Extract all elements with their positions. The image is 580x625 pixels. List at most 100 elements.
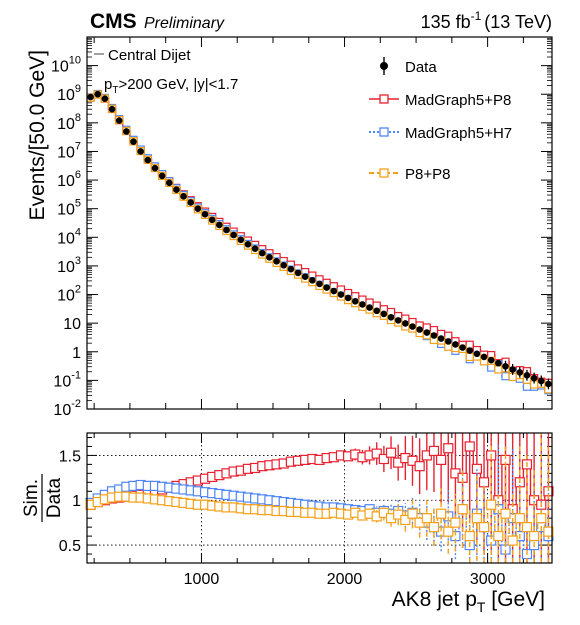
data-point	[380, 310, 388, 318]
data-point	[216, 221, 223, 229]
main-y-tick-label: 10-2	[53, 398, 81, 419]
main-y-tick-label: 1010	[51, 55, 81, 76]
legend-item-data: Data	[380, 57, 437, 76]
main-y-tick-label-exp: 9	[75, 83, 81, 95]
ratio-marker	[450, 517, 461, 528]
ratio-marker	[521, 522, 533, 533]
x-axis-label-unit: [GeV]	[485, 588, 545, 611]
ratio-marker	[400, 514, 411, 526]
ratio-x-tick-label: 1000	[184, 571, 220, 588]
data-point	[351, 298, 359, 305]
data-point	[480, 353, 488, 361]
lumi-exponent: -1	[471, 9, 482, 23]
data-point	[509, 366, 516, 373]
main-y-tick-label: 108	[57, 112, 81, 133]
preliminary-label: Preliminary	[144, 15, 225, 32]
legend-item-p8p8: P8+P8	[369, 166, 450, 183]
ratio-marker	[471, 463, 482, 474]
ratio-marker	[407, 455, 418, 466]
main-y-tick-label-base: 10	[53, 373, 71, 390]
main-sim-marker	[522, 382, 532, 391]
ratio-marker	[378, 453, 389, 465]
ratio-marker	[543, 526, 554, 537]
data-point	[287, 265, 295, 273]
main-y-tick-label: 107	[57, 140, 81, 161]
lumi-energy: (13 TeV)	[484, 12, 552, 32]
ratio-y-tick-label: 0.5	[59, 538, 81, 555]
data-point	[123, 128, 130, 135]
data-point	[251, 245, 259, 252]
data-point	[330, 287, 338, 295]
main-y-tick-label: 102	[57, 284, 81, 305]
data-point	[273, 258, 280, 265]
main-plot-frame	[86, 36, 553, 410]
ratio-marker	[443, 443, 454, 454]
data-point	[373, 307, 381, 315]
luminosity-label: 135 fb-1 (13 TeV)	[421, 9, 552, 32]
data-point	[208, 216, 216, 224]
ratio-marker	[464, 441, 475, 452]
data-point	[101, 95, 109, 102]
data-point	[94, 90, 102, 98]
data-point	[366, 304, 373, 311]
main-y-tick-label: 105	[57, 198, 81, 219]
data-point	[502, 363, 509, 370]
main-sim-marker	[501, 372, 510, 381]
data-point	[151, 164, 159, 172]
ratio-x-tick-label: 2000	[327, 571, 363, 588]
main-sim-marker	[465, 340, 474, 349]
main-y-tick-label-exp: 7	[75, 140, 81, 152]
ratio-marker	[478, 522, 490, 533]
data-point	[173, 186, 180, 194]
ratio-marker	[478, 477, 490, 488]
main-y-axis-label: Events/[50.0 GeV]	[26, 50, 49, 220]
ratio-y-tick-label: 1.5	[59, 448, 81, 465]
ratio-marker	[393, 509, 404, 520]
data-point	[437, 335, 445, 342]
ratio-marker	[500, 508, 511, 519]
main-y-tick-label-base: 10	[57, 259, 75, 276]
ratio-marker	[443, 526, 454, 537]
data-point	[545, 380, 552, 388]
ratio-y-label-denominator: Data	[44, 478, 65, 519]
data-point	[359, 301, 366, 308]
main-series-layer	[86, 89, 553, 395]
main-y-tick-label: 103	[57, 255, 81, 276]
lumi-value: 135 fb	[421, 12, 471, 32]
data-point	[137, 148, 144, 155]
ratio-marker	[421, 513, 432, 524]
data-point	[301, 273, 309, 281]
data-point	[409, 323, 416, 330]
ratio-series-layer	[85, 433, 554, 563]
data-point	[444, 338, 452, 345]
data-point	[394, 317, 402, 324]
ratio-marker	[378, 507, 389, 518]
ratio-series-p8-p8	[85, 433, 554, 563]
data-point	[487, 356, 495, 364]
ratio-marker	[407, 508, 418, 519]
ratio-marker	[385, 447, 397, 458]
ratio-marker	[428, 445, 440, 457]
data-point	[280, 262, 288, 269]
main-y-tick-label-exp: 5	[75, 198, 81, 210]
ratio-plot-frame	[86, 432, 553, 564]
data-point	[430, 332, 438, 339]
ratio-marker	[464, 531, 475, 542]
x-axis-label-main: AK8 jet p	[392, 588, 477, 611]
x-axis-label: AK8 jet pT [GeV]	[392, 588, 545, 615]
data-point	[459, 344, 466, 351]
data-point	[337, 291, 345, 298]
data-point	[194, 205, 202, 212]
data-point	[237, 236, 245, 244]
ratio-marker	[507, 535, 518, 546]
data-point	[294, 269, 302, 277]
data-point	[244, 240, 252, 248]
annotation-rest: >200 GeV, |y|<1.7	[118, 76, 238, 93]
main-y-tick-label-base: 10	[57, 230, 75, 247]
data-point	[115, 117, 123, 124]
data-point	[423, 329, 431, 336]
ratio-marker	[457, 504, 468, 515]
data-point	[187, 199, 195, 206]
